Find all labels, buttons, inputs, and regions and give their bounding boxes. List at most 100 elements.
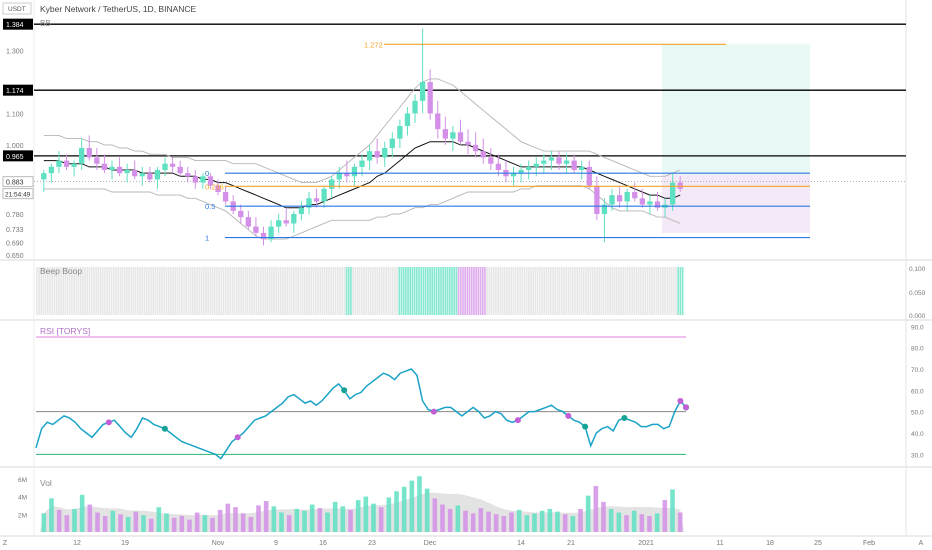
- candle-body[interactable]: [124, 170, 130, 174]
- candle-body[interactable]: [457, 132, 464, 142]
- candle-body[interactable]: [419, 82, 426, 101]
- price-pane[interactable]: 1.272 0 0.236 0.5 1: [34, 23, 906, 246]
- candle-body[interactable]: [677, 182, 683, 189]
- candle-body[interactable]: [442, 129, 448, 139]
- candle-body[interactable]: [412, 100, 418, 114]
- candle-body[interactable]: [177, 166, 183, 174]
- candle-body[interactable]: [132, 170, 138, 177]
- volume-pane[interactable]: [40, 476, 684, 532]
- bb-indicator-label[interactable]: BB: [40, 19, 51, 28]
- beep-boop-bar: [367, 267, 370, 315]
- candle-body[interactable]: [116, 166, 123, 174]
- candle-body[interactable]: [351, 166, 358, 177]
- candle-body[interactable]: [586, 166, 592, 186]
- currency-tag: [2, 2, 32, 15]
- candle-body[interactable]: [71, 163, 77, 167]
- candle-body[interactable]: [101, 163, 108, 170]
- candle-body[interactable]: [579, 166, 585, 170]
- candle-body[interactable]: [374, 151, 380, 158]
- candle-body[interactable]: [276, 220, 282, 227]
- candle-body[interactable]: [260, 232, 267, 240]
- candle-body[interactable]: [571, 160, 577, 170]
- candle-body[interactable]: [63, 160, 70, 167]
- candle-body[interactable]: [647, 201, 653, 205]
- candle-body[interactable]: [526, 166, 532, 170]
- candle-body[interactable]: [450, 132, 456, 139]
- candle-body[interactable]: [389, 138, 395, 148]
- beep-boop-pane[interactable]: [36, 267, 684, 315]
- candle-body[interactable]: [632, 192, 638, 199]
- candle-body[interactable]: [298, 207, 305, 214]
- candle-body[interactable]: [541, 160, 547, 164]
- candle-body[interactable]: [510, 173, 517, 177]
- candle-body[interactable]: [404, 113, 411, 126]
- beep-boop-bar: [642, 267, 644, 315]
- rsi-title[interactable]: RSI [TORYS]: [40, 326, 90, 336]
- beep-boop-bar: [552, 267, 554, 315]
- candle-body[interactable]: [306, 198, 312, 208]
- candle-body[interactable]: [192, 176, 198, 183]
- candle-body[interactable]: [344, 173, 350, 177]
- candle-body[interactable]: [366, 151, 373, 161]
- candle-body[interactable]: [594, 185, 600, 214]
- candle-body[interactable]: [215, 185, 221, 192]
- candle-body[interactable]: [563, 160, 570, 164]
- volume-title[interactable]: Vol: [40, 478, 52, 488]
- candle-body[interactable]: [397, 126, 403, 139]
- candle-body[interactable]: [200, 176, 206, 183]
- candle-body[interactable]: [518, 170, 524, 174]
- candle-body[interactable]: [609, 195, 615, 205]
- candle-body[interactable]: [321, 188, 327, 202]
- candle-body[interactable]: [207, 176, 214, 186]
- candle-body[interactable]: [291, 214, 297, 224]
- candle-body[interactable]: [669, 182, 676, 205]
- candle-body[interactable]: [139, 173, 145, 177]
- candle-body[interactable]: [41, 173, 47, 180]
- beep-boop-bar: [670, 267, 673, 315]
- candle-body[interactable]: [48, 166, 55, 174]
- candle-body[interactable]: [253, 226, 259, 233]
- candle-body[interactable]: [654, 201, 661, 208]
- candle-body[interactable]: [601, 204, 608, 214]
- candle-body[interactable]: [533, 163, 539, 167]
- candle-body[interactable]: [283, 220, 289, 224]
- candle-body[interactable]: [548, 157, 555, 161]
- candle-body[interactable]: [238, 210, 244, 218]
- candle-body[interactable]: [480, 151, 486, 158]
- candle-body[interactable]: [268, 226, 274, 240]
- candle-body[interactable]: [56, 160, 62, 167]
- candle-body[interactable]: [109, 166, 115, 170]
- candle-body[interactable]: [169, 163, 176, 167]
- beep-boop-bar: [95, 267, 97, 315]
- candle-body[interactable]: [313, 198, 320, 202]
- candle-body[interactable]: [624, 192, 630, 202]
- candle-body[interactable]: [154, 170, 161, 180]
- candle-body[interactable]: [336, 173, 342, 180]
- candle-body[interactable]: [162, 163, 168, 170]
- beep-boop-bar: [365, 267, 368, 315]
- candle-body[interactable]: [495, 163, 502, 170]
- candle-body[interactable]: [94, 157, 100, 164]
- candle-body[interactable]: [382, 148, 388, 158]
- candle-body[interactable]: [427, 82, 433, 114]
- candle-body[interactable]: [147, 173, 153, 180]
- candle-body[interactable]: [472, 144, 479, 152]
- candle-body[interactable]: [556, 157, 562, 164]
- candle-body[interactable]: [86, 148, 92, 158]
- candle-body[interactable]: [435, 113, 441, 130]
- rsi-pane[interactable]: [35, 336, 689, 460]
- beep-boop-bar: [77, 267, 80, 315]
- candle-body[interactable]: [465, 141, 471, 145]
- candle-body[interactable]: [616, 195, 623, 202]
- beep-boop-bar: [71, 267, 73, 315]
- candle-body[interactable]: [222, 192, 229, 202]
- candle-body[interactable]: [639, 198, 645, 205]
- candle-body[interactable]: [245, 217, 252, 227]
- candle-body[interactable]: [185, 173, 191, 177]
- candle-body[interactable]: [488, 157, 494, 164]
- beep-boop-title[interactable]: Beep Boop: [40, 266, 82, 276]
- candle-body[interactable]: [79, 148, 85, 164]
- candle-body[interactable]: [329, 179, 335, 189]
- candle-body[interactable]: [359, 160, 365, 167]
- volume-bar: [256, 505, 261, 532]
